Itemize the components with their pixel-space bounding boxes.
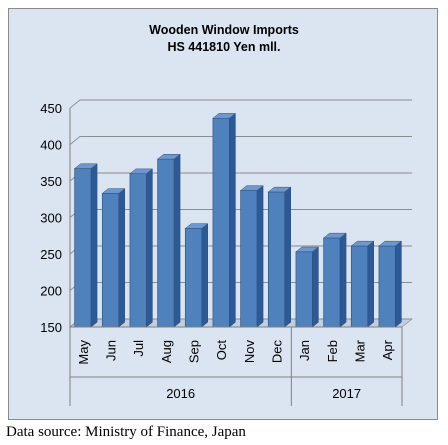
bar-top bbox=[267, 186, 292, 193]
bar-front bbox=[267, 191, 286, 328]
bar-top bbox=[350, 240, 375, 247]
bar-side bbox=[229, 112, 236, 328]
bar bbox=[239, 185, 264, 328]
group-label: 2017 bbox=[332, 386, 361, 401]
y-tick-label: 300 bbox=[40, 211, 62, 226]
bar-top bbox=[212, 113, 237, 119]
bar-side bbox=[367, 240, 374, 328]
gridline bbox=[69, 136, 412, 145]
bar bbox=[212, 112, 237, 328]
bar-top bbox=[239, 185, 264, 191]
chart-title: Wooden Window Imports bbox=[149, 23, 299, 37]
bar-side bbox=[146, 168, 153, 328]
y-tick-label: 200 bbox=[40, 284, 62, 299]
y-tick-label: 450 bbox=[40, 101, 62, 116]
group-label: 2016 bbox=[166, 386, 195, 401]
bar-top bbox=[101, 188, 126, 194]
bar-side bbox=[312, 246, 319, 328]
bar-side bbox=[339, 232, 347, 328]
bar bbox=[267, 186, 292, 328]
bar-front bbox=[350, 245, 369, 328]
bar-front bbox=[295, 251, 313, 328]
bar-front bbox=[74, 168, 92, 328]
chart-subtitle: HS 441810 Yen mll. bbox=[167, 40, 281, 54]
bar bbox=[378, 240, 403, 328]
x-tick-label: Aug bbox=[159, 340, 174, 363]
bar-top bbox=[295, 246, 320, 253]
bar bbox=[184, 223, 209, 328]
x-tick-label: Jan bbox=[297, 340, 312, 361]
bar-side bbox=[90, 163, 98, 328]
bar-front bbox=[101, 193, 120, 328]
bar-top bbox=[73, 163, 98, 169]
bar bbox=[73, 163, 98, 328]
bar bbox=[350, 240, 375, 328]
y-tick-label: 150 bbox=[40, 320, 62, 335]
bar-side bbox=[118, 188, 125, 328]
bar bbox=[129, 168, 154, 328]
bar-side bbox=[201, 223, 208, 328]
data-source-note: Data source: Ministry of Finance, Japan bbox=[6, 424, 246, 440]
x-tick-label: Feb bbox=[325, 340, 340, 362]
x-tick-label: Apr bbox=[380, 339, 395, 360]
bar-side bbox=[284, 186, 291, 328]
chart-title-block: Wooden Window Imports HS 441810 Yen mll. bbox=[0, 22, 448, 56]
x-tick-label: Sep bbox=[187, 340, 202, 363]
gridline bbox=[69, 99, 412, 109]
bar-top bbox=[322, 232, 347, 239]
bar-front bbox=[129, 173, 147, 328]
y-tick-label: 250 bbox=[40, 247, 62, 262]
x-tick-label: Mar bbox=[353, 339, 368, 362]
x-tick-label: Jun bbox=[104, 340, 119, 361]
bar-top bbox=[129, 168, 154, 174]
bar-front bbox=[212, 117, 230, 328]
bar bbox=[295, 246, 320, 328]
x-tick-label: Nov bbox=[242, 340, 257, 364]
bar-front bbox=[184, 228, 203, 328]
bar-top bbox=[378, 240, 403, 247]
bar bbox=[156, 153, 181, 328]
bar-side bbox=[395, 240, 402, 328]
x-tick-label: Oct bbox=[214, 340, 229, 361]
bar-side bbox=[256, 185, 264, 328]
x-tick-label: Dec bbox=[270, 340, 285, 364]
bar-top bbox=[156, 154, 181, 160]
bar-front bbox=[323, 237, 341, 328]
x-tick-label: Jul bbox=[131, 340, 146, 357]
y-tick-label: 400 bbox=[40, 138, 62, 153]
bar-front bbox=[378, 245, 396, 328]
bar-top bbox=[184, 223, 209, 229]
x-tick-label: May bbox=[76, 340, 91, 365]
bar-side bbox=[173, 153, 181, 328]
bar bbox=[101, 188, 126, 328]
bar-front bbox=[157, 158, 175, 328]
bar bbox=[322, 232, 347, 328]
bar-front bbox=[240, 190, 258, 328]
y-tick-label: 350 bbox=[40, 174, 62, 189]
